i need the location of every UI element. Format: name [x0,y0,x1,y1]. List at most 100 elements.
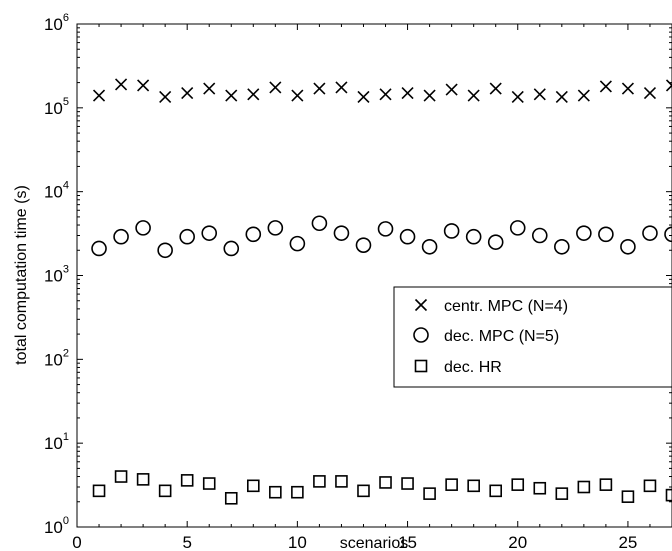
data-point-dec-hr [158,484,172,498]
data-point-centr-mpc [401,87,414,100]
data-point-dec-hr-shape [202,477,216,490]
data-point-centr-mpc-stroke [269,81,282,94]
data-point-dec-mpc-shape [598,226,614,243]
data-point-dec-mpc-shape [487,234,504,250]
data-point-dec-mpc [135,220,151,236]
x-tick-label: 15 [398,533,417,551]
data-point-dec-mpc [531,227,548,244]
data-point-dec-mpc [223,240,240,257]
data-point-dec-hr [92,484,106,498]
data-point-dec-hr-shape [246,479,260,493]
data-point-dec-hr-shape [533,481,547,495]
x-tick-label: 5 [182,533,191,551]
data-point-dec-mpc-shape [333,225,350,241]
data-point-dec-mpc [245,226,262,243]
data-point-centr-mpc [577,89,590,102]
data-point-centr-mpc [489,82,502,95]
data-point-centr-mpc-stroke [335,81,348,94]
data-point-dec-mpc-shape [157,242,173,259]
data-point-dec-hr [136,473,150,486]
legend-marker-dec-hr [414,359,428,373]
data-point-centr-mpc [137,79,150,92]
data-point-dec-mpc-shape [91,240,107,257]
data-point-dec-mpc-shape [179,228,195,245]
data-point-dec-mpc-shape [399,228,416,245]
data-point-dec-hr [423,487,436,500]
data-point-dec-mpc-shape [421,238,438,255]
data-point-centr-mpc [511,90,524,103]
data-point-centr-mpc-stroke [92,89,106,102]
data-point-centr-mpc-stroke [577,89,590,102]
data-point-dec-mpc-shape [465,228,482,245]
data-point-dec-mpc-shape [289,235,306,252]
data-point-centr-mpc-stroke [115,78,128,91]
legend-label-dec-hr: dec. HR [444,359,502,376]
legend-box [393,286,672,388]
data-point-dec-hr [643,479,657,493]
data-point-dec-mpc [509,220,526,236]
data-point-dec-hr [291,485,304,499]
data-point-centr-mpc [599,80,612,93]
data-point-dec-mpc [487,234,504,250]
data-point-dec-mpc-shape [576,225,592,241]
y-tick-label: 101 [44,431,69,453]
data-point-centr-mpc [467,89,480,102]
data-point-centr-mpc-stroke [379,88,392,101]
data-point-centr-mpc-stroke [555,90,568,103]
data-point-dec-mpc-shape [201,225,218,241]
data-point-dec-hr [401,477,414,490]
data-point-centr-mpc-stroke [533,88,546,101]
y-tick-label: 100 [44,515,69,537]
data-point-centr-mpc [247,88,260,101]
data-point-centr-mpc-stroke [291,89,304,102]
data-point-dec-hr-shape [511,478,525,491]
data-point-centr-mpc [533,88,546,101]
data-point-dec-hr [445,478,458,491]
data-point-dec-mpc [157,242,173,259]
x-axis-label: scenarios [340,535,408,551]
data-point-centr-mpc [555,90,568,103]
x-tick-label: 20 [508,533,527,551]
data-point-dec-hr-shape [555,487,569,500]
x-tick-label: 10 [288,533,307,551]
data-point-dec-mpc-shape [554,238,570,255]
plot-area [76,23,672,528]
data-point-centr-mpc-stroke [665,79,672,87]
data-point-dec-hr-shape [114,470,128,483]
data-point-dec-hr [533,481,547,495]
data-point-dec-hr [489,484,503,498]
data-point-centr-mpc-stroke [159,90,172,103]
data-point-centr-mpc-stroke [181,87,194,100]
data-point-dec-mpc [113,228,129,245]
legend-label-centr-mpc: centr. MPC (N=4) [444,298,568,315]
data-point-dec-mpc [333,225,350,241]
data-point-centr-mpc [269,81,282,94]
data-point-dec-mpc [267,220,284,236]
data-point-dec-hr-shape [224,491,238,505]
y-tick-label: 106 [44,12,69,34]
data-point-dec-hr-shape [489,484,503,498]
data-point-centr-mpc [291,89,304,102]
data-point-centr-mpc-stroke [357,90,370,103]
tick-labels: 0 5 10 15 20 25 100 101 102 103 104 105 106 [44,12,637,551]
data-point-dec-mpc [377,221,394,237]
data-point-dec-mpc-shape [245,226,262,243]
data-point-dec-mpc [642,225,658,241]
legend-marker-dec-mpc-shape [413,327,429,343]
data-point-dec-hr-shape [335,475,348,488]
data-point-dec-hr [202,477,216,490]
data-point-dec-mpc [399,228,416,245]
data-point-centr-mpc [357,90,370,103]
data-point-centr-mpc [643,87,657,100]
data-point-dec-hr-shape [357,484,370,498]
data-point-dec-mpc [179,228,195,245]
data-point-dec-hr [224,491,238,505]
data-point-centr-mpc-stroke [313,82,326,95]
series-dec-mpc [91,215,672,259]
data-point-dec-hr [555,487,569,500]
data-point-centr-mpc-stroke [621,82,634,95]
data-point-dec-mpc [355,237,372,253]
data-point-centr-mpc [379,88,392,101]
data-point-dec-hr-shape [643,479,657,493]
data-point-dec-hr-shape [599,478,613,491]
